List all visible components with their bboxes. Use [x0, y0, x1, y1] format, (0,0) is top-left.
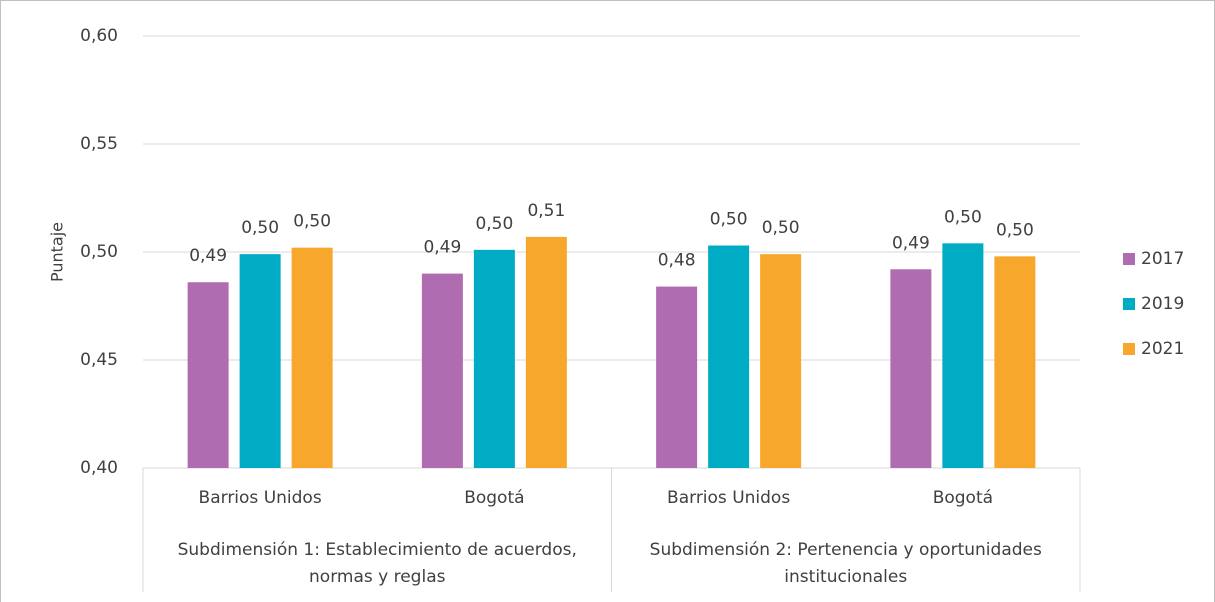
value-label: 0,51 — [527, 201, 565, 221]
bar — [942, 243, 984, 468]
y-tick-label: 0,45 — [80, 350, 118, 370]
legend-swatch — [1123, 343, 1135, 355]
value-label: 0,50 — [475, 214, 513, 234]
x-tick-label: Barrios Unidos — [199, 488, 322, 508]
bar — [890, 269, 932, 468]
y-tick-label: 0,40 — [80, 458, 118, 478]
x-tick-label: Bogotá — [464, 488, 524, 508]
legend-label: 2019 — [1141, 294, 1184, 314]
x-tick-label: Bogotá — [933, 488, 993, 508]
value-label: 0,50 — [762, 218, 800, 238]
bar — [656, 286, 698, 468]
value-label: 0,50 — [293, 212, 331, 232]
y-axis-label: Puntaje — [48, 222, 67, 282]
bar — [708, 245, 750, 468]
bar — [525, 236, 567, 468]
value-label: 0,48 — [658, 251, 696, 271]
value-label: 0,50 — [241, 218, 279, 238]
y-tick-label: 0,60 — [80, 26, 118, 46]
value-label: 0,50 — [996, 220, 1034, 240]
legend-swatch — [1123, 298, 1135, 310]
bar — [473, 249, 515, 468]
value-label: 0,49 — [892, 233, 930, 253]
group-label: Subdimensión 1: Establecimiento de acuer… — [177, 540, 577, 587]
legend-label: 2021 — [1141, 339, 1184, 359]
bar — [291, 247, 333, 468]
bar — [187, 282, 229, 468]
y-tick-label: 0,55 — [80, 134, 118, 154]
legend-swatch — [1123, 253, 1135, 265]
x-tick-label: Barrios Unidos — [667, 488, 790, 508]
bar — [239, 254, 281, 468]
group-label: Subdimensión 2: Pertenencia y oportunida… — [649, 540, 1042, 587]
value-label: 0,49 — [189, 246, 227, 266]
legend-label: 2017 — [1141, 249, 1184, 269]
bar — [760, 254, 802, 468]
bar — [994, 256, 1036, 468]
value-label: 0,50 — [710, 210, 748, 230]
bar — [421, 273, 463, 468]
value-label: 0,49 — [423, 238, 461, 258]
value-label: 0,50 — [944, 207, 982, 227]
y-tick-label: 0,50 — [80, 242, 118, 262]
